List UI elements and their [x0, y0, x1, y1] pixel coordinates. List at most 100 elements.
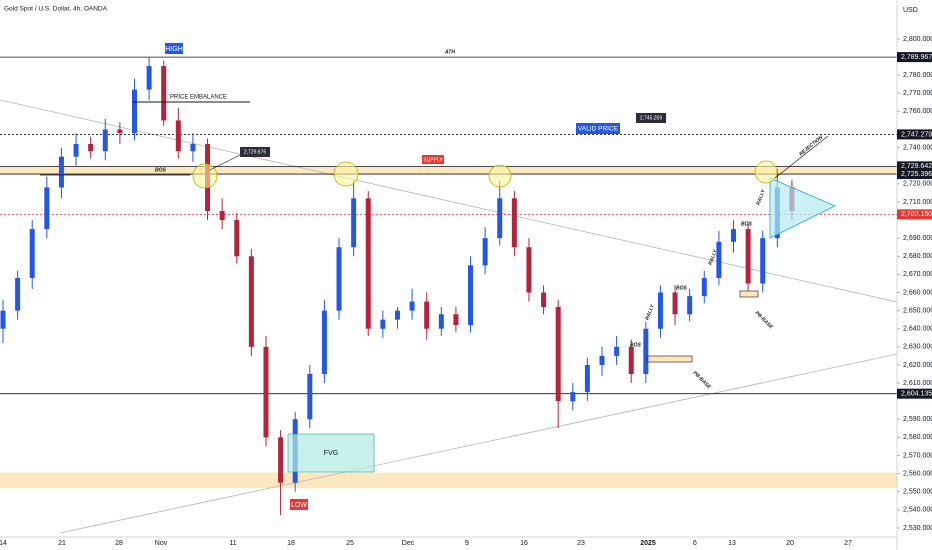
price-label: 2,729.676	[244, 149, 266, 155]
candle-body	[599, 355, 605, 365]
level-tag	[897, 129, 932, 140]
candle-body	[672, 292, 678, 315]
candle-body	[541, 292, 547, 307]
circle	[488, 164, 512, 188]
y-tick-label: 2,610.000	[903, 380, 932, 387]
x-tick-label: 11	[229, 540, 236, 547]
symbol: Gold Spot / U.S. Dollar, 4h, OANDA	[4, 6, 108, 13]
x-tick-label: 2025	[640, 540, 656, 547]
candle-body	[102, 129, 108, 152]
candle-body	[555, 306, 561, 402]
triangle	[769, 177, 836, 239]
y-tick-label: 2,540.000	[903, 507, 932, 514]
level-label: 2,747.279	[901, 131, 932, 138]
candle-body	[628, 346, 634, 374]
x-tick-label: 6	[693, 540, 697, 547]
candle-body	[482, 238, 488, 266]
zone	[0, 472, 897, 489]
y-tick-label: 2,560.000	[903, 470, 932, 477]
level-tag	[897, 388, 932, 399]
rally-label: RALLY	[755, 188, 766, 206]
x-tick-label: 28	[115, 540, 123, 547]
connector	[209, 154, 241, 171]
x-tick-label: 20	[786, 540, 794, 547]
high-box	[165, 43, 183, 54]
y-tick-label: 2,550.000	[903, 489, 932, 496]
price-label: 2,745.259	[640, 115, 662, 121]
candle-body	[570, 392, 576, 402]
y-tick-label: 2,530.000	[903, 525, 932, 532]
y-tick-label: 2,650.000	[903, 307, 932, 314]
candle-body	[380, 319, 386, 329]
candle-body	[219, 210, 225, 221]
x-tick-label: 14	[0, 540, 7, 547]
candle-body	[117, 129, 123, 134]
candle-body	[234, 220, 240, 257]
level-tag	[897, 52, 932, 63]
candle-body	[687, 296, 693, 315]
price-box	[240, 147, 270, 157]
candle-body	[701, 278, 707, 297]
y-tick-label: 2,780.000	[903, 72, 932, 79]
rejection-line	[774, 135, 829, 179]
y-tick-label: 2,710.000	[903, 199, 932, 206]
candle-body	[584, 364, 590, 393]
rally-label: RALLY	[707, 248, 718, 266]
candle-body	[511, 198, 517, 248]
candle-body	[0, 310, 6, 329]
y-tick-label: 2,570.000	[903, 452, 932, 459]
trend-line	[59, 353, 898, 534]
candle-body	[657, 292, 663, 329]
candle-body	[321, 310, 327, 374]
x-tick-label: 9	[465, 540, 469, 547]
low-box	[290, 499, 308, 510]
circle	[192, 163, 218, 189]
level-label: 2,789.967	[901, 54, 932, 61]
bos-label: BOS	[630, 342, 642, 348]
currency: USD	[903, 7, 918, 14]
fvg-box	[287, 433, 375, 473]
candle-body	[497, 198, 503, 239]
y-tick-label: 2,770.000	[903, 90, 932, 97]
y-tick-label: 2,800.000	[903, 36, 932, 43]
y-tick-label: 2,760.000	[903, 108, 932, 115]
circle	[333, 161, 359, 187]
zone	[0, 166, 897, 175]
ath-label: ATH	[444, 49, 455, 55]
x-tick-label: 13	[728, 540, 736, 547]
candle-body	[716, 241, 722, 279]
supply-box	[422, 155, 444, 164]
y-tick-label: 2,670.000	[903, 271, 932, 278]
low-label: LOW	[291, 502, 307, 509]
candle-body	[146, 66, 152, 90]
level-tag	[897, 161, 932, 172]
candle-body	[760, 238, 766, 284]
high-label: HIGH	[165, 46, 183, 53]
candle-body	[44, 187, 50, 230]
axes: 2,800.000 2,780.000 2,770.000 2,760.000 2,74…	[0, 36, 932, 547]
candle-body	[73, 143, 79, 157]
candle-body	[453, 314, 459, 326]
x-tick-label: 21	[58, 540, 66, 547]
candle-body	[365, 198, 371, 329]
base-zone	[739, 290, 759, 298]
circles	[192, 160, 778, 189]
circle	[754, 160, 778, 184]
candle-body	[351, 198, 357, 248]
bos-label: BOS	[155, 167, 167, 173]
y-tick-label: 2,620.000	[903, 362, 932, 369]
candle-body	[409, 301, 415, 311]
candle-body	[15, 278, 21, 311]
level-tag	[897, 169, 932, 180]
y-tick-label: 2,680.000	[903, 253, 932, 260]
candle-body	[131, 89, 137, 134]
zones	[0, 166, 897, 489]
y-tick-label: 2,640.000	[903, 326, 932, 333]
price-box	[636, 113, 666, 123]
x-tick-label: Nov	[155, 540, 168, 547]
supply-label: SUPPLY	[423, 157, 443, 163]
candle-body	[161, 66, 167, 121]
x-tick-label: Dec	[402, 540, 415, 547]
bos-label: BOS	[741, 221, 753, 227]
